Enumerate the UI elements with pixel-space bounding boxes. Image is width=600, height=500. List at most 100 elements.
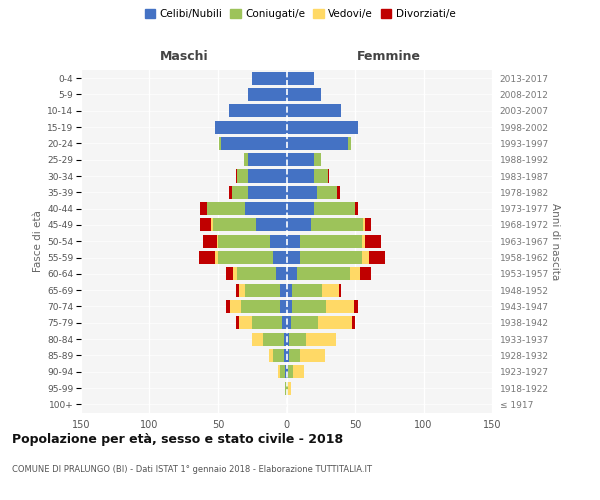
Bar [328,170,329,182]
Bar [365,218,371,232]
Bar [200,218,211,232]
Bar [237,170,248,182]
Bar [287,268,298,280]
Bar [248,88,287,101]
Bar [232,186,248,199]
Bar [245,284,280,296]
Bar [287,72,314,85]
Text: Popolazione per età, sesso e stato civile - 2018: Popolazione per età, sesso e stato civil… [12,432,343,446]
Bar [361,268,371,280]
Bar [207,202,245,215]
Bar [352,316,355,330]
Bar [287,316,290,330]
Bar [337,186,340,199]
Bar [203,234,217,248]
Y-axis label: Anni di nascita: Anni di nascita [550,202,560,280]
Bar [363,218,365,232]
Bar [256,218,287,232]
Bar [233,268,237,280]
Bar [199,251,215,264]
Bar [236,170,237,182]
Bar [322,284,338,296]
Bar [355,202,358,215]
Bar [362,251,369,264]
Bar [275,268,287,280]
Text: Femmine: Femmine [357,50,421,62]
Bar [245,202,287,215]
Bar [317,186,337,199]
Bar [226,268,233,280]
Bar [305,332,336,345]
Bar [252,332,263,345]
Bar [287,332,289,345]
Bar [353,300,358,313]
Bar [273,349,284,362]
Bar [284,332,287,345]
Bar [287,218,311,232]
Bar [273,251,287,264]
Bar [230,300,241,313]
Bar [287,186,317,199]
Bar [263,332,284,345]
Bar [278,365,280,378]
Bar [241,300,280,313]
Bar [287,170,314,182]
Bar [280,284,287,296]
Bar [287,300,292,313]
Bar [239,284,245,296]
Bar [326,300,353,313]
Bar [300,349,325,362]
Bar [236,316,239,330]
Bar [300,234,362,248]
Bar [311,218,363,232]
Bar [369,251,385,264]
Bar [289,332,305,345]
Bar [284,349,287,362]
Bar [292,284,322,296]
Bar [288,365,293,378]
Bar [200,202,207,215]
Bar [287,137,348,150]
Bar [239,316,252,330]
Bar [248,153,287,166]
Bar [298,268,350,280]
Bar [314,202,355,215]
Bar [212,218,256,232]
Bar [270,234,287,248]
Bar [289,349,300,362]
Bar [218,251,273,264]
Bar [287,153,314,166]
Text: COMUNE DI PRALUNGO (BI) - Dati ISTAT 1° gennaio 2018 - Elaborazione TUTTITALIA.I: COMUNE DI PRALUNGO (BI) - Dati ISTAT 1° … [12,466,372,474]
Bar [248,186,287,199]
Bar [211,218,212,232]
Bar [215,251,218,264]
Bar [300,251,362,264]
Bar [221,137,287,150]
Bar [285,382,287,394]
Bar [348,137,351,150]
Text: Maschi: Maschi [160,50,208,62]
Bar [269,349,273,362]
Bar [218,234,270,248]
Bar [237,268,275,280]
Bar [229,186,232,199]
Bar [287,349,289,362]
Bar [217,234,218,248]
Bar [287,234,300,248]
Y-axis label: Fasce di età: Fasce di età [33,210,43,272]
Bar [252,316,283,330]
Bar [362,234,365,248]
Bar [293,365,304,378]
Bar [287,88,321,101]
Bar [229,104,287,118]
Bar [285,365,287,378]
Bar [288,382,290,394]
Bar [248,170,287,182]
Bar [226,300,230,313]
Bar [287,251,300,264]
Legend: Celibi/Nubili, Coniugati/e, Vedovi/e, Divorziati/e: Celibi/Nubili, Coniugati/e, Vedovi/e, Di… [140,5,460,24]
Bar [220,137,221,150]
Bar [350,268,361,280]
Bar [244,153,248,166]
Bar [318,316,352,330]
